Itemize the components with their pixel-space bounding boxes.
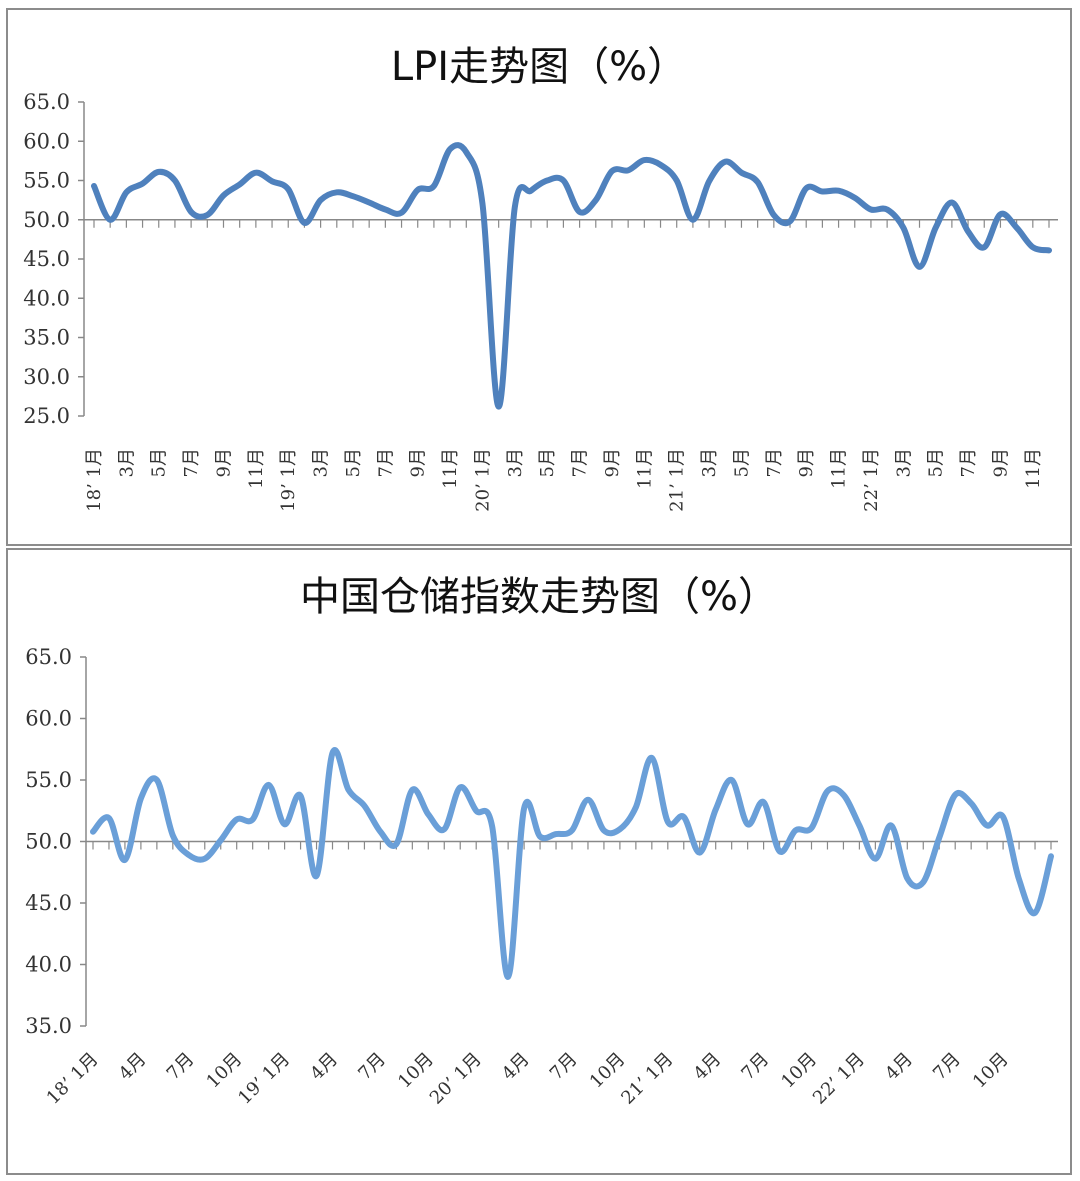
x-tick-label: 20’ 1月: [473, 448, 494, 512]
x-tick-label: 4月: [115, 1049, 151, 1085]
x-tick-label: 4月: [690, 1049, 726, 1085]
x-tick-label: 5月: [926, 448, 947, 477]
y-tick-label: 30.0: [23, 365, 70, 389]
x-tick-label: 5月: [537, 448, 558, 477]
x-tick-label: 3月: [311, 448, 332, 477]
x-tick-label: 4月: [498, 1049, 534, 1085]
y-tick-label: 50.0: [23, 208, 70, 232]
y-tick-label: 60.0: [23, 129, 70, 153]
chart-title: 中国仓储指数走势图（%）: [300, 574, 778, 620]
x-tick-label: 5月: [343, 448, 364, 477]
chart-title: LPI走势图（%）: [391, 44, 687, 90]
x-tick-label: 7月: [163, 1049, 199, 1085]
y-tick-label: 35.0: [25, 1014, 72, 1038]
storage-chart-panel: 中国仓储指数走势图（%） 65.0 60.0 55.0 50.0 45.0 40.0 35.…: [6, 548, 1072, 1175]
x-tick-label: 9月: [990, 448, 1011, 477]
series-line: [90, 747, 1054, 980]
y-tick-label: 65.0: [25, 645, 72, 669]
y-tick-label: 35.0: [23, 326, 70, 350]
y-tick-label: 50.0: [25, 830, 72, 854]
x-tick-label: 11月: [440, 448, 461, 489]
y-tick-label: 40.0: [25, 953, 72, 977]
y-tick-label: 55.0: [23, 169, 70, 193]
storage-plot-area: 65.060.055.050.045.040.035.018’ 1月 4月 7月 10…: [25, 645, 1058, 1109]
x-tick-label: 18’ 1月: [43, 1049, 103, 1109]
x-tick-label: 7月: [958, 448, 979, 477]
x-tick-label: 10月: [394, 1049, 438, 1093]
x-tick-label: 9月: [408, 448, 429, 477]
lpi-chart: LPI走势图（%） 65.0 60.0 55.0 50.0 45.0 40.0 35.0 30…: [23, 44, 1058, 512]
y-tick-label: 55.0: [25, 768, 72, 792]
x-tick-label: 19’ 1月: [278, 448, 299, 512]
x-tick-label: 4月: [881, 1049, 917, 1085]
x-tick-label: 3月: [116, 448, 137, 477]
x-tick-label: 19’ 1月: [234, 1049, 294, 1109]
x-tick-label: 21’ 1月: [667, 448, 688, 512]
x-tick-label: 5月: [149, 448, 170, 477]
x-tick-label: 22’ 1月: [809, 1049, 869, 1109]
x-tick-label: 9月: [214, 448, 235, 477]
x-tick-label: 11月: [1023, 448, 1044, 489]
x-tick-label: 4月: [306, 1049, 342, 1085]
x-tick-label: 3月: [893, 448, 914, 477]
x-tick-label: 10月: [969, 1049, 1013, 1093]
x-tick-label: 11月: [246, 448, 267, 489]
y-tick-label: 45.0: [25, 891, 72, 915]
x-tick-label: 11月: [829, 448, 850, 489]
x-tick-label: 10月: [777, 1049, 821, 1093]
y-tick-label: 45.0: [23, 247, 70, 271]
x-tick-label: 10月: [586, 1049, 630, 1093]
y-tick-label: 40.0: [23, 286, 70, 310]
y-tick-label: 60.0: [25, 707, 72, 731]
x-tick-label: 7月: [375, 448, 396, 477]
x-tick-label: 10月: [202, 1049, 246, 1093]
y-tick-label: 65.0: [23, 90, 70, 114]
x-tick-label: 7月: [546, 1049, 582, 1085]
x-tick-label: 21’ 1月: [617, 1049, 677, 1109]
lpi-chart-panel: LPI走势图（%） 65.0 60.0 55.0 50.0 45.0 40.0 35.0 30…: [6, 8, 1072, 546]
x-tick-label: 18’ 1月: [84, 448, 105, 512]
x-tick-label: 11月: [634, 448, 655, 489]
y-tick-label: 25.0: [23, 404, 70, 428]
x-tick-label: 3月: [505, 448, 526, 477]
x-tick-label: 9月: [602, 448, 623, 477]
lpi-plot-area: 65.0 60.0 55.0 50.0 45.0 40.0 35.0 30.0 25.0 18’ …: [23, 90, 1058, 512]
x-tick-label: 7月: [570, 448, 591, 477]
x-tick-label: 7月: [929, 1049, 965, 1085]
x-tick-label: 7月: [354, 1049, 390, 1085]
storage-chart: 中国仓储指数走势图（%） 65.0 60.0 55.0 50.0 45.0 40.0 35.…: [25, 574, 1058, 1109]
series-line: [91, 142, 1052, 410]
x-tick-label: 5月: [732, 448, 753, 477]
x-tick-label: 7月: [764, 448, 785, 477]
x-tick-label: 9月: [796, 448, 817, 477]
x-tick-label: 22’ 1月: [861, 448, 882, 512]
x-tick-label: 7月: [181, 448, 202, 477]
x-tick-label: 3月: [699, 448, 720, 477]
x-tick-label: 7月: [737, 1049, 773, 1085]
x-tick-label: 20’ 1月: [426, 1049, 486, 1109]
